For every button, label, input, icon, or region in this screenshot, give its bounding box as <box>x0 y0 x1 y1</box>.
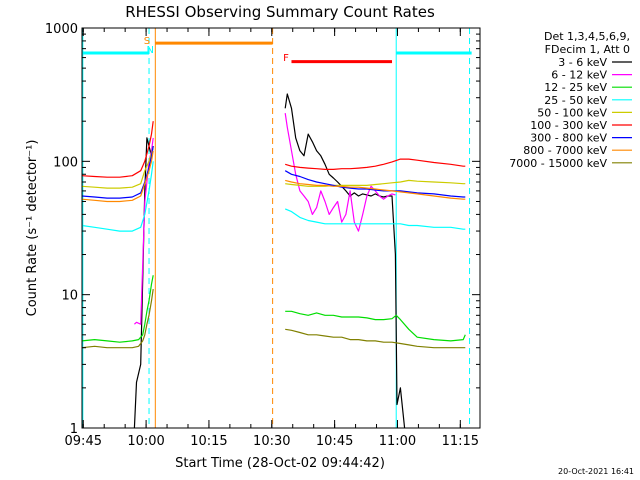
series-layer <box>81 93 466 429</box>
series-5-segment-1 <box>285 158 466 170</box>
plot-frame <box>81 27 481 429</box>
legend-label-4: 50 - 100 keV <box>537 106 607 119</box>
x-tick-label-4: 10:45 <box>316 434 353 449</box>
y-axis-label: Count Rate (s⁻¹ detector⁻¹) <box>25 140 40 317</box>
series-8-segment-0 <box>81 289 154 349</box>
y-tick-label-0: 1 <box>70 422 78 437</box>
x-tick-label-5: 11:00 <box>379 434 416 449</box>
legend-header-line-2: FDecim 1, Att 0 <box>545 43 630 56</box>
legend-label-2: 12 - 25 keV <box>544 81 607 94</box>
y-tick-label-1: 10 <box>61 289 78 304</box>
series-7-segment-0 <box>81 150 154 203</box>
series-8-segment-1 <box>285 328 466 349</box>
chart-title: RHESSI Observing Summary Count Rates <box>125 3 435 21</box>
series-1-segment-1 <box>284 113 396 232</box>
series-4-segment-0 <box>81 145 154 189</box>
legend-label-6: 300 - 800 keV <box>530 132 607 145</box>
x-tick-label-1: 10:00 <box>127 434 164 449</box>
legend-label-0: 3 - 6 keV <box>558 56 607 69</box>
x-tick-label-2: 10:15 <box>190 434 227 449</box>
legend-label-7: 800 - 7000 keV <box>523 144 607 157</box>
timestamp: 20-Oct-2021 16:41 <box>558 467 634 476</box>
series-2-segment-1 <box>285 310 466 342</box>
legend-label-3: 25 - 50 keV <box>544 94 607 107</box>
legend-label-8: 7000 - 15000 keV <box>509 157 607 170</box>
series-4-segment-1 <box>285 179 466 187</box>
legend-header-line-1: Det 1,3,4,5,6,9, <box>544 30 630 43</box>
series-5-segment-0 <box>81 121 154 178</box>
flag-label-saa: S <box>144 36 150 47</box>
series-3-segment-0 <box>81 161 154 232</box>
x-tick-label-6: 11:15 <box>442 434 479 449</box>
y-tick-label-2: 100 <box>53 155 78 170</box>
series-6-segment-1 <box>284 170 466 198</box>
legend: Det 1,3,4,5,6,9, FDecim 1, Att 0 3 - 6 k… <box>509 30 632 170</box>
axes: 09:45 10:00 10:15 10:30 10:45 11:00 11:15 1 10 10… <box>45 22 480 449</box>
series-3-segment-1 <box>284 208 466 230</box>
y-tick-label-3: 1000 <box>45 22 78 37</box>
flag-label-night: N <box>147 45 154 56</box>
x-axis-label: Start Time (28-Oct-02 09:44:42) <box>175 456 385 471</box>
series-6-segment-0 <box>81 145 154 199</box>
flag-label-flare: F <box>283 53 289 64</box>
series-2-segment-0 <box>81 275 154 343</box>
x-tick-label-0: 09:45 <box>65 434 102 449</box>
series-7-segment-1 <box>285 179 466 200</box>
legend-label-5: 100 - 300 keV <box>530 119 607 132</box>
legend-label-1: 6 - 12 keV <box>551 69 607 82</box>
x-tick-label-3: 10:30 <box>253 434 290 449</box>
